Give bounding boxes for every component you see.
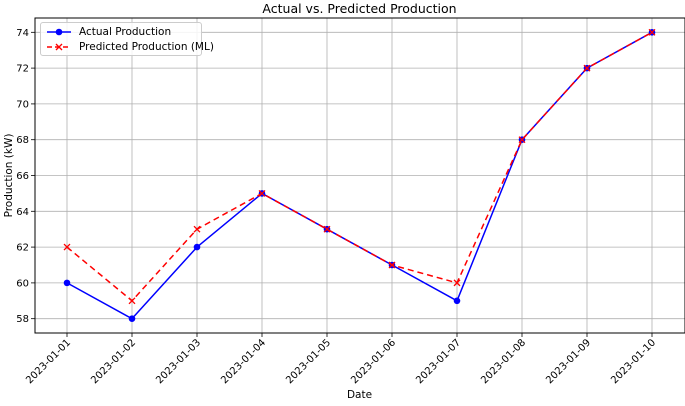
x-tick-label: 2023-01-08 bbox=[479, 337, 528, 386]
x-marker-stroke bbox=[63, 243, 71, 251]
y-tick-label: 68 bbox=[16, 135, 29, 146]
data-point-predicted bbox=[63, 243, 71, 251]
data-point-predicted bbox=[388, 261, 396, 269]
data-point-predicted bbox=[193, 225, 201, 233]
y-tick-label: 74 bbox=[16, 28, 29, 39]
data-point-predicted bbox=[648, 28, 656, 36]
x-tick-label: 2023-01-07 bbox=[414, 337, 463, 386]
x-marker-stroke bbox=[648, 28, 656, 36]
series-predicted bbox=[63, 28, 656, 305]
y-tick-label: 64 bbox=[16, 207, 29, 218]
y-axis-label: Production (kW) bbox=[3, 134, 15, 218]
data-point-predicted bbox=[583, 64, 591, 72]
series-line-predicted bbox=[66, 31, 653, 302]
x-tick-label: 2023-01-04 bbox=[219, 337, 268, 386]
x-marker-stroke bbox=[128, 297, 136, 305]
y-tick-label: 62 bbox=[16, 243, 29, 254]
series-line-actual bbox=[66, 31, 653, 320]
y-tick-label: 66 bbox=[16, 171, 29, 182]
data-point-predicted bbox=[128, 297, 136, 305]
data-point-predicted bbox=[453, 279, 461, 287]
x-marker-stroke bbox=[453, 279, 461, 287]
x-marker-stroke bbox=[583, 64, 591, 72]
x-tick-label: 2023-01-06 bbox=[349, 337, 398, 386]
y-axis: 58 60 62 64 66 68 70 72 74 bbox=[16, 28, 35, 325]
x-marker-stroke bbox=[258, 189, 266, 197]
x-tick-label: 2023-01-10 bbox=[609, 337, 658, 386]
data-point-actual bbox=[193, 243, 201, 251]
legend-swatch-predicted bbox=[47, 43, 71, 51]
y-tick-label: 58 bbox=[16, 314, 29, 325]
legend: Actual Production Predicted Production (… bbox=[40, 22, 214, 56]
y-tick-label: 72 bbox=[16, 64, 29, 75]
x-tick-label: 2023-01-01 bbox=[24, 337, 73, 386]
data-point-actual bbox=[128, 315, 136, 322]
x-tick-label: 2023-01-02 bbox=[89, 337, 138, 386]
x-tick-label: 2023-01-03 bbox=[154, 337, 203, 386]
x-marker-stroke bbox=[518, 136, 526, 144]
data-point-predicted bbox=[518, 136, 526, 144]
legend-label-predicted: Predicted Production (ML) bbox=[79, 41, 214, 53]
x-marker-stroke bbox=[323, 225, 331, 233]
chart-title: Actual vs. Predicted Production bbox=[262, 1, 456, 16]
data-point-actual bbox=[453, 297, 461, 305]
x-axis-label: Date bbox=[347, 389, 372, 401]
data-point-predicted bbox=[323, 225, 331, 233]
legend-item-predicted: Predicted Production (ML) bbox=[41, 39, 214, 55]
legend-swatch-actual bbox=[47, 28, 71, 36]
x-marker-stroke bbox=[193, 225, 201, 233]
legend-item-actual: Actual Production bbox=[41, 24, 201, 40]
legend-label-actual: Actual Production bbox=[79, 26, 172, 38]
x-marker-stroke bbox=[388, 261, 396, 269]
data-point-actual bbox=[63, 279, 71, 287]
data-point-predicted bbox=[258, 189, 266, 197]
grid bbox=[35, 18, 685, 333]
y-tick-label: 60 bbox=[16, 278, 29, 289]
x-tick-label: 2023-01-05 bbox=[284, 337, 333, 386]
x-tick-label: 2023-01-09 bbox=[544, 337, 593, 386]
series-layer bbox=[63, 28, 656, 322]
x-axis: 2023-01-01 2023-01-02 2023-01-03 2023-01-04… bbox=[24, 333, 658, 386]
y-tick-label: 70 bbox=[16, 99, 29, 110]
